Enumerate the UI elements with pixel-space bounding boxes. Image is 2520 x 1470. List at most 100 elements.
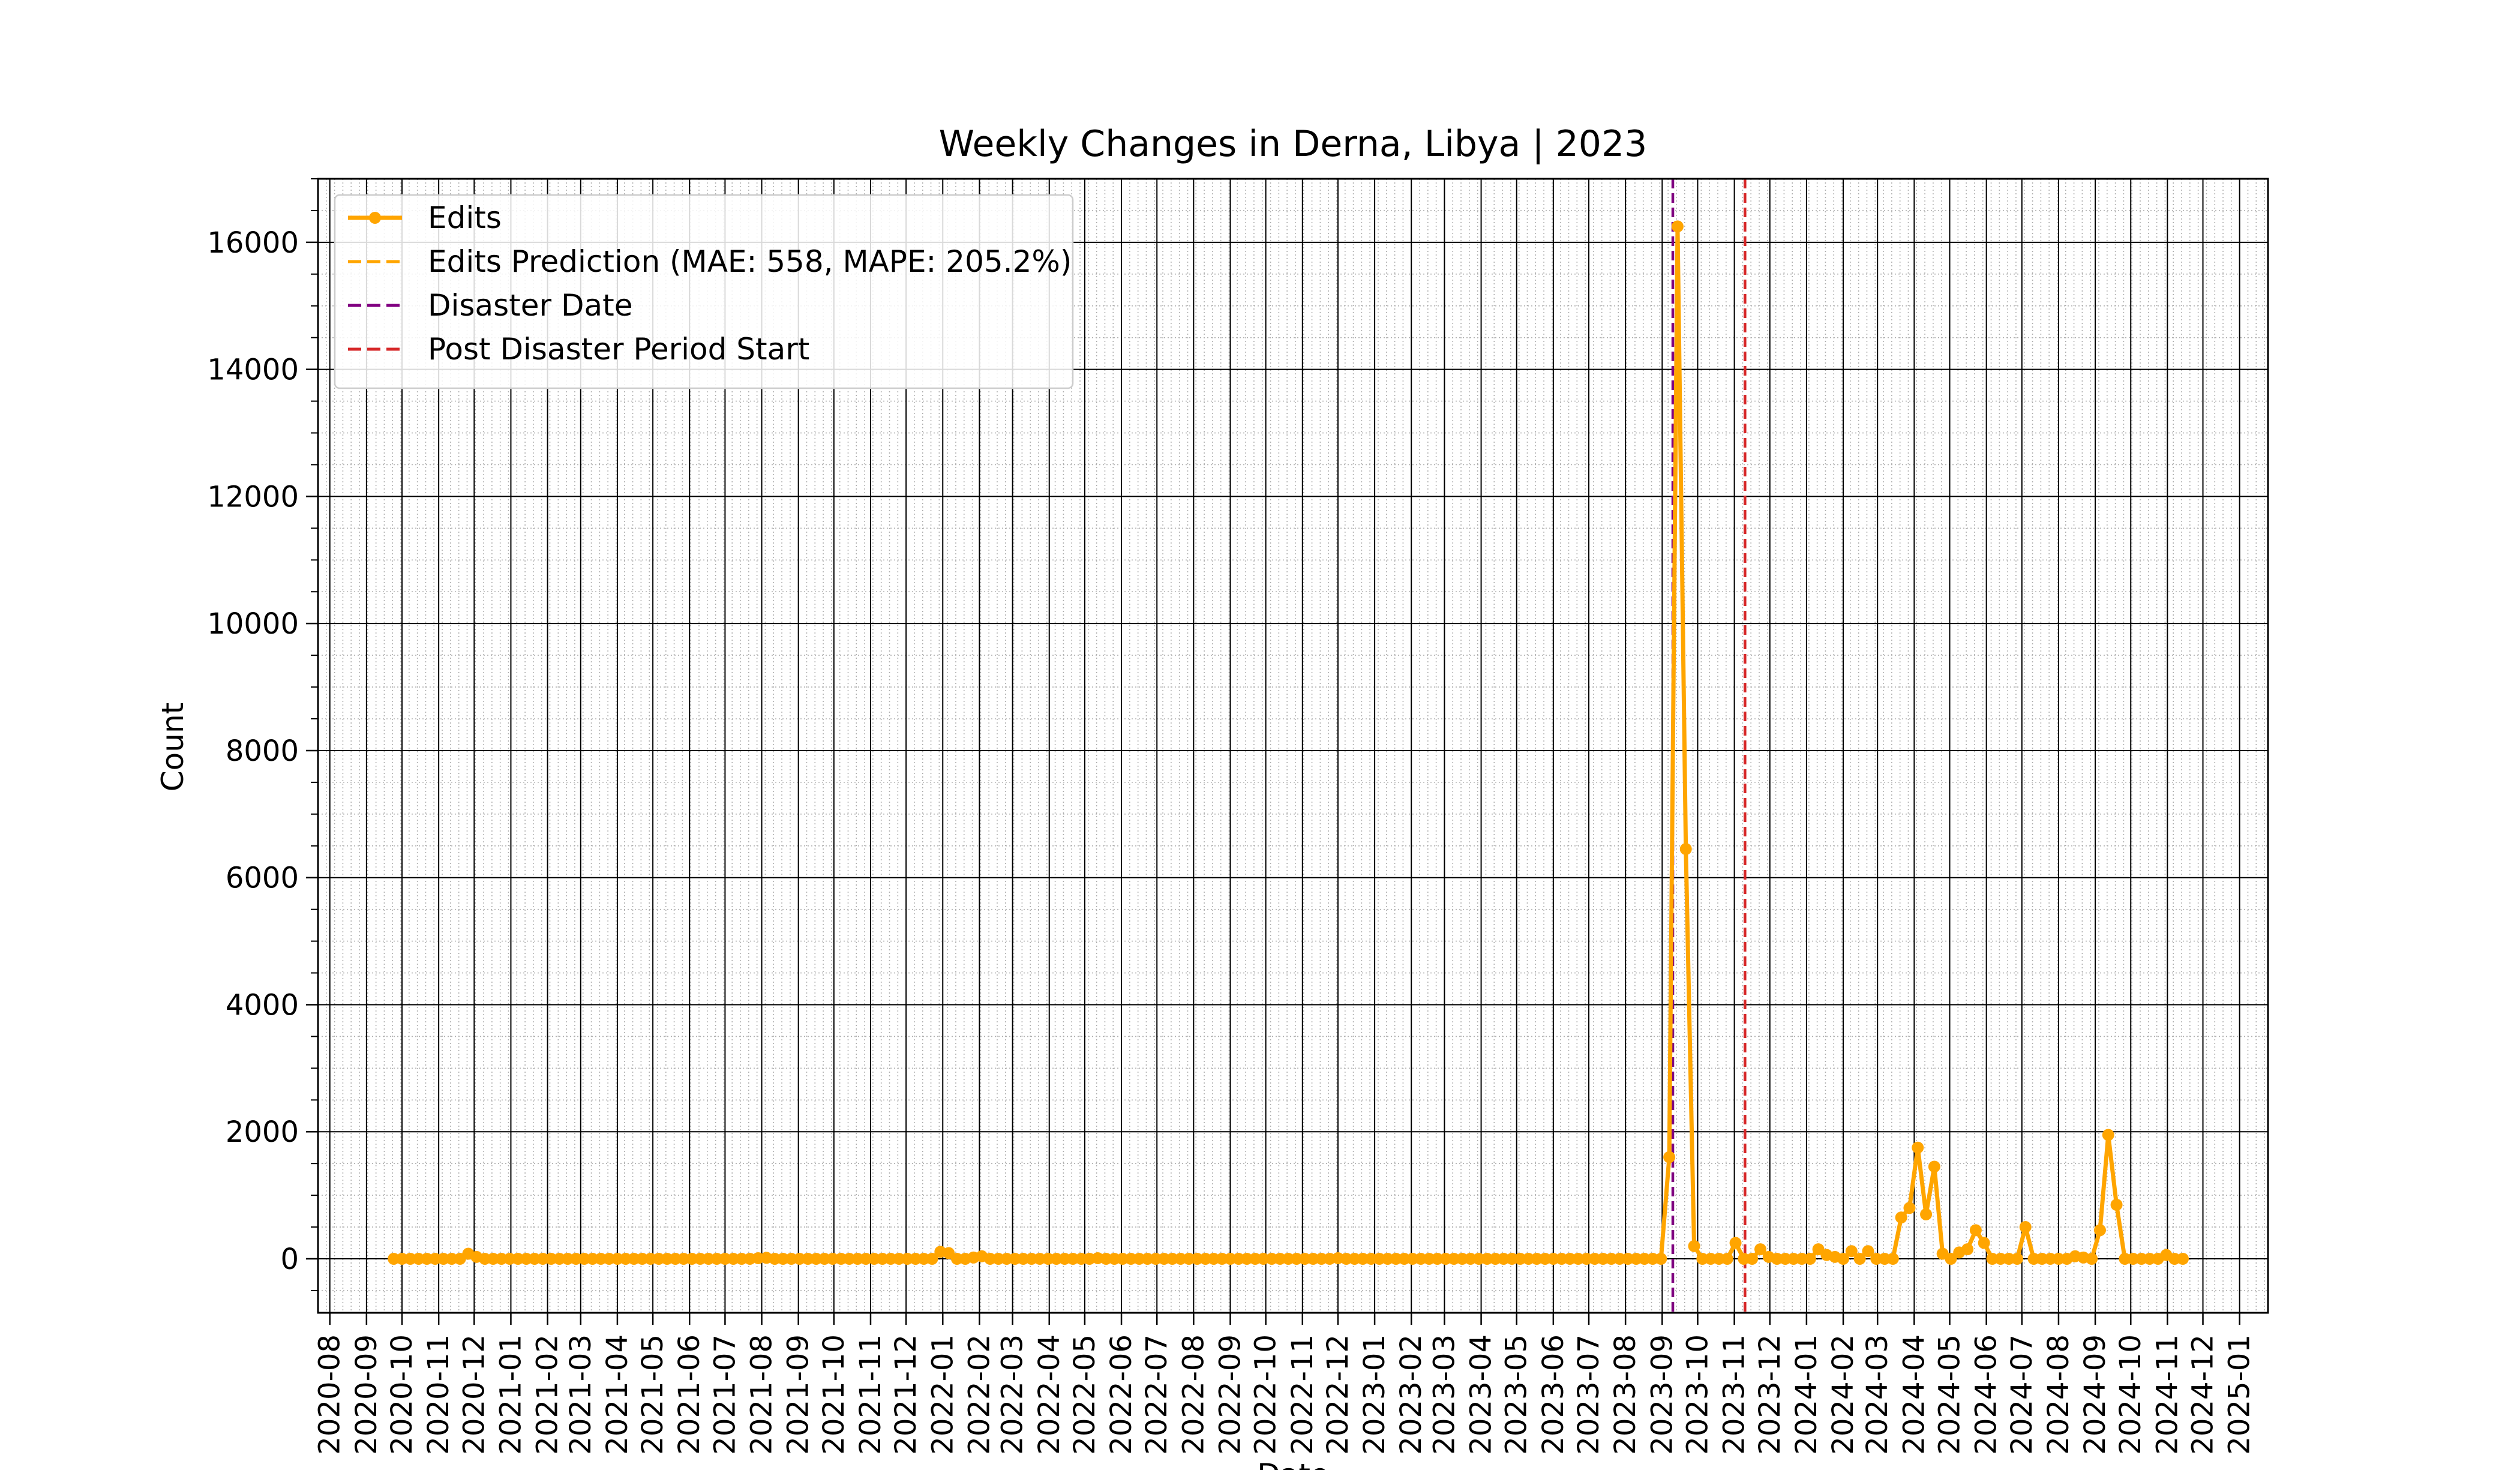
data-point [950, 1253, 963, 1265]
data-point [644, 1253, 657, 1265]
data-point [686, 1253, 698, 1265]
data-point [876, 1253, 889, 1265]
x-tick-label: 2021-06 [673, 1334, 706, 1455]
x-tick-label: 2025-01 [2223, 1334, 2257, 1455]
data-point [1174, 1253, 1187, 1265]
x-tick-label: 2024-12 [2186, 1334, 2220, 1455]
data-point [1124, 1253, 1137, 1265]
data-point [1183, 1253, 1195, 1265]
x-tick-label: 2024-11 [2150, 1334, 2184, 1455]
data-point [1423, 1253, 1435, 1265]
data-point [843, 1253, 856, 1265]
data-point [2168, 1253, 2181, 1265]
y-tick-label: 8000 [226, 734, 299, 768]
data-point [495, 1253, 508, 1265]
data-point [1340, 1253, 1352, 1265]
x-tick-label: 2024-04 [1897, 1334, 1931, 1455]
data-point [1456, 1253, 1469, 1265]
data-point [545, 1253, 557, 1265]
x-tick-label: 2022-11 [1286, 1334, 1319, 1455]
data-point [2177, 1253, 2189, 1265]
data-point [1712, 1253, 1725, 1265]
x-tick-label: 2021-11 [854, 1334, 887, 1455]
data-point [1663, 1151, 1676, 1163]
data-point [1779, 1253, 1792, 1265]
x-tick-label: 2022-01 [926, 1334, 959, 1455]
x-tick-label: 2023-07 [1572, 1334, 1606, 1455]
data-point [388, 1253, 400, 1265]
data-point [984, 1253, 997, 1265]
x-tick-label: 2023-09 [1645, 1334, 1679, 1455]
x-tick-label: 2023-01 [1358, 1334, 1391, 1455]
data-point [1646, 1253, 1659, 1265]
chart-title: Weekly Changes in Derna, Libya | 2023 [939, 123, 1648, 165]
data-point [702, 1253, 715, 1265]
data-point [868, 1253, 880, 1265]
legend: Edits Edits Prediction (MAE: 558, MAPE: 2… [334, 194, 1074, 389]
data-point [1729, 1237, 1742, 1249]
data-point [1638, 1253, 1651, 1265]
y-tick-label: 6000 [226, 862, 299, 895]
data-point [1547, 1253, 1559, 1265]
data-point [2110, 1199, 2123, 1211]
data-point [1357, 1253, 1369, 1265]
x-tick-label: 2024-10 [2114, 1334, 2147, 1455]
data-point [2027, 1253, 2040, 1265]
data-point [1100, 1253, 1112, 1265]
x-tick-label: 2024-07 [2005, 1334, 2039, 1455]
data-point [1928, 1160, 1940, 1173]
data-point [487, 1253, 499, 1265]
data-point [619, 1253, 632, 1265]
data-point [710, 1253, 723, 1265]
data-point [1771, 1253, 1783, 1265]
x-tick-label: 2022-05 [1068, 1334, 1102, 1455]
data-point [512, 1253, 524, 1265]
x-tick-label: 2022-06 [1105, 1334, 1138, 1455]
data-point [1274, 1253, 1286, 1265]
data-point [1505, 1253, 1518, 1265]
data-point [669, 1253, 682, 1265]
data-point [412, 1253, 425, 1265]
legend-marker [369, 212, 381, 224]
data-point [2135, 1253, 2147, 1265]
data-point [1199, 1253, 1212, 1265]
data-point [1994, 1253, 2007, 1265]
data-point [769, 1253, 781, 1265]
data-point [1431, 1253, 1444, 1265]
x-tick-label: 2021-04 [601, 1334, 634, 1455]
y-tick-label: 12000 [207, 480, 299, 514]
x-tick-label: 2021-08 [745, 1334, 779, 1455]
x-tick-label: 2024-09 [2078, 1334, 2112, 1455]
data-point [429, 1253, 442, 1265]
x-tick-label: 2021-07 [708, 1334, 742, 1455]
data-point [1837, 1253, 1850, 1265]
data-point [1290, 1253, 1303, 1265]
data-point [677, 1253, 690, 1265]
x-tick-label: 2022-09 [1213, 1334, 1247, 1455]
data-point [2036, 1253, 2048, 1265]
data-point [1555, 1253, 1568, 1265]
data-point [1903, 1202, 1916, 1214]
data-point [1671, 220, 1684, 233]
data-point [777, 1253, 790, 1265]
data-point [1945, 1253, 1957, 1265]
x-tick-label: 2021-01 [494, 1334, 527, 1455]
data-point [1845, 1245, 1858, 1258]
data-point [917, 1253, 930, 1265]
data-point [1232, 1253, 1245, 1265]
x-tick-label: 2023-12 [1753, 1334, 1787, 1455]
data-point [628, 1253, 640, 1265]
x-tick-label: 2022-07 [1140, 1334, 1174, 1455]
data-point [569, 1253, 582, 1265]
data-point [1655, 1253, 1667, 1265]
x-tick-label: 2023-04 [1465, 1334, 1498, 1455]
data-point [396, 1253, 409, 1265]
data-point [2003, 1253, 2015, 1265]
data-point [1191, 1253, 1204, 1265]
data-point [536, 1253, 549, 1265]
y-tick-label: 10000 [207, 607, 299, 641]
data-point [1257, 1253, 1270, 1265]
data-point [1058, 1253, 1071, 1265]
data-point [1315, 1253, 1328, 1265]
y-tick-label: 2000 [226, 1115, 299, 1149]
